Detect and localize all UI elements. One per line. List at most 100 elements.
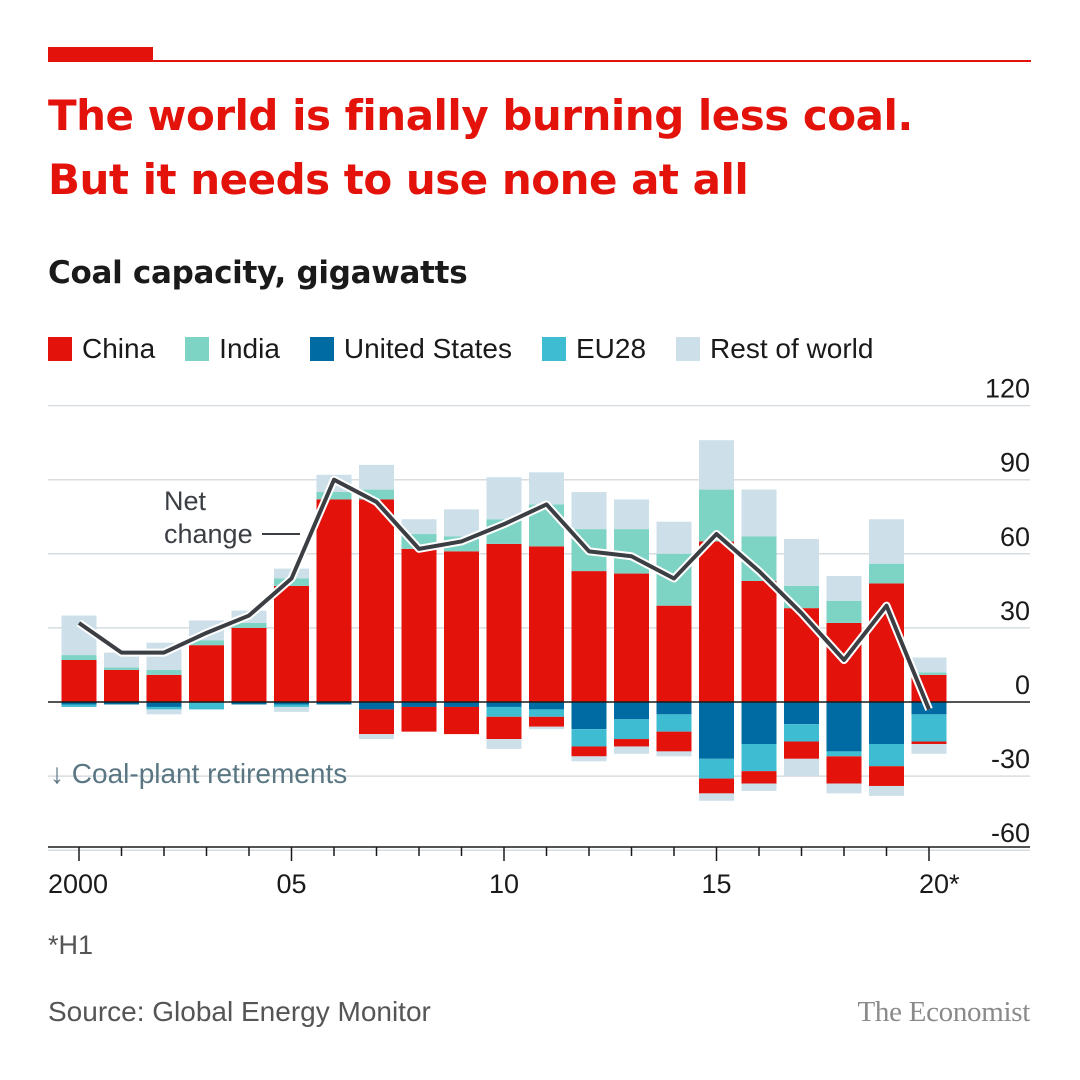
legend-item-eu28: EU28 (542, 333, 646, 365)
bar-retire-united-states-2014 (656, 702, 692, 715)
bar-add-india-2020 (911, 672, 947, 675)
headline-line-1: The world is finally burning less coal. (48, 91, 913, 140)
bar-retire-united-states-2011 (529, 702, 564, 710)
source-note: Source: Global Energy Monitor (48, 996, 431, 1027)
bar-retire-eu28-2019 (869, 743, 904, 767)
bar-retire-eu28-2011 (529, 709, 564, 717)
bar-retire-china-2007 (359, 709, 394, 735)
bar-retire-united-states-2018 (826, 702, 862, 752)
bar-add-china-2013 (614, 573, 649, 702)
x-tick-label-05: 05 (276, 869, 306, 899)
bar-add-china-2000 (61, 660, 97, 702)
legend-item-china: China (48, 333, 155, 365)
bar-retire-rest-of-world-2014 (656, 751, 692, 757)
legend-item-india: India (185, 333, 280, 365)
bar-retire-united-states-2002 (146, 702, 182, 707)
bar-add-india-2002 (146, 669, 182, 675)
legend-label-united-states: United States (343, 333, 512, 364)
bar-retire-eu28-2003 (189, 702, 224, 710)
bar-add-rest-of-world-2014 (656, 521, 692, 554)
bar-retire-rest-of-world-2002 (146, 709, 182, 715)
bar-retire-eu28-2016 (741, 743, 777, 772)
y-tick-label-120: 120 (985, 374, 1030, 404)
bar-add-rest-of-world-2020 (911, 657, 947, 673)
bar-retire-china-2018 (826, 756, 862, 784)
bar-retire-rest-of-world-2019 (869, 785, 904, 796)
bar-retire-rest-of-world-2018 (826, 783, 862, 794)
y-tick-label--30: -30 (991, 744, 1030, 774)
retirements-label: ↓ Coal-plant retirements (50, 758, 347, 789)
bar-retire-rest-of-world-2011 (529, 726, 564, 730)
legend-item-rest-of-world: Rest of world (676, 333, 873, 365)
bar-retire-united-states-2006 (316, 702, 352, 705)
bar-retire-china-2009 (444, 706, 479, 735)
bar-retire-eu28-2005 (274, 704, 309, 707)
bar-add-china-2004 (231, 627, 267, 702)
bar-add-india-2001 (104, 667, 139, 670)
legend-label-rest-of-world: Rest of world (710, 333, 874, 364)
bar-add-rest-of-world-2009 (444, 509, 479, 537)
bar-retire-china-2010 (486, 716, 522, 740)
bar-retire-china-2011 (529, 716, 564, 727)
bar-retire-united-states-2004 (231, 702, 267, 705)
bar-retire-united-states-2008 (401, 702, 437, 707)
bar-retire-rest-of-world-2005 (274, 706, 309, 712)
bar-add-china-2001 (104, 669, 139, 702)
bar-retire-china-2016 (741, 771, 777, 784)
bar-retire-eu28-2020 (911, 714, 947, 742)
bar-retire-eu28-2014 (656, 714, 692, 732)
bar-retire-united-states-2010 (486, 702, 522, 707)
bar-add-china-2008 (401, 548, 437, 702)
bar-add-india-2006 (316, 492, 352, 500)
net-change-label-line-1: Net (164, 486, 207, 516)
bar-retire-united-states-2007 (359, 702, 394, 710)
bar-retire-china-2013 (614, 739, 649, 747)
bar-add-china-2002 (146, 674, 182, 702)
bar-retire-china-2019 (869, 766, 904, 786)
bar-add-china-2010 (486, 543, 522, 702)
bar-retire-eu28-2018 (826, 751, 862, 757)
bar-retire-eu28-2013 (614, 719, 649, 740)
bar-add-rest-of-world-2018 (826, 576, 862, 601)
bar-add-rest-of-world-2015 (699, 440, 734, 490)
bar-add-rest-of-world-2016 (741, 489, 777, 537)
bar-retire-united-states-2016 (741, 702, 777, 744)
legend-swatch-rest-of-world (676, 337, 701, 361)
bar-retire-united-states-2012 (571, 702, 607, 730)
bar-add-china-2014 (656, 605, 692, 702)
bar-retire-united-states-2009 (444, 702, 479, 707)
bar-add-rest-of-world-2010 (486, 477, 522, 520)
bar-retire-rest-of-world-2016 (741, 783, 777, 791)
bar-add-china-2015 (699, 541, 734, 702)
bar-add-rest-of-world-2017 (784, 538, 819, 586)
bar-retire-rest-of-world-2017 (784, 758, 819, 777)
y-tick-label-90: 90 (1000, 448, 1030, 478)
bar-add-india-2018 (826, 600, 862, 623)
bar-add-rest-of-world-2011 (529, 472, 564, 505)
bar-retire-united-states-2005 (274, 702, 309, 705)
headline: The world is finally burning less coal. … (48, 84, 1038, 212)
y-tick-label-0: 0 (1015, 670, 1030, 700)
bar-add-rest-of-world-2019 (869, 519, 904, 564)
economist-logo: The Economist (857, 996, 1031, 1028)
bar-add-india-2004 (231, 622, 267, 628)
bar-retire-eu28-2012 (571, 729, 607, 747)
bar-add-india-2007 (359, 489, 394, 500)
bar-retire-rest-of-world-2007 (359, 734, 394, 740)
footnote: *H1 (48, 930, 94, 960)
bar-retire-china-2014 (656, 731, 692, 752)
bar-retire-eu28-2015 (699, 758, 734, 779)
bar-retire-rest-of-world-2015 (699, 793, 734, 801)
bar-add-china-2009 (444, 551, 479, 702)
bar-retire-china-2015 (699, 778, 734, 794)
legend-swatch-eu28 (542, 337, 566, 361)
bar-retire-eu28-2010 (486, 706, 522, 717)
bar-add-china-2012 (571, 571, 607, 702)
net-change-label-line-2: change (164, 519, 253, 549)
bar-add-india-2003 (189, 640, 224, 646)
accent-rule (48, 60, 1031, 62)
bar-retire-united-states-2001 (104, 702, 139, 705)
bar-retire-eu28-2017 (784, 724, 819, 742)
bar-add-rest-of-world-2007 (359, 464, 394, 490)
